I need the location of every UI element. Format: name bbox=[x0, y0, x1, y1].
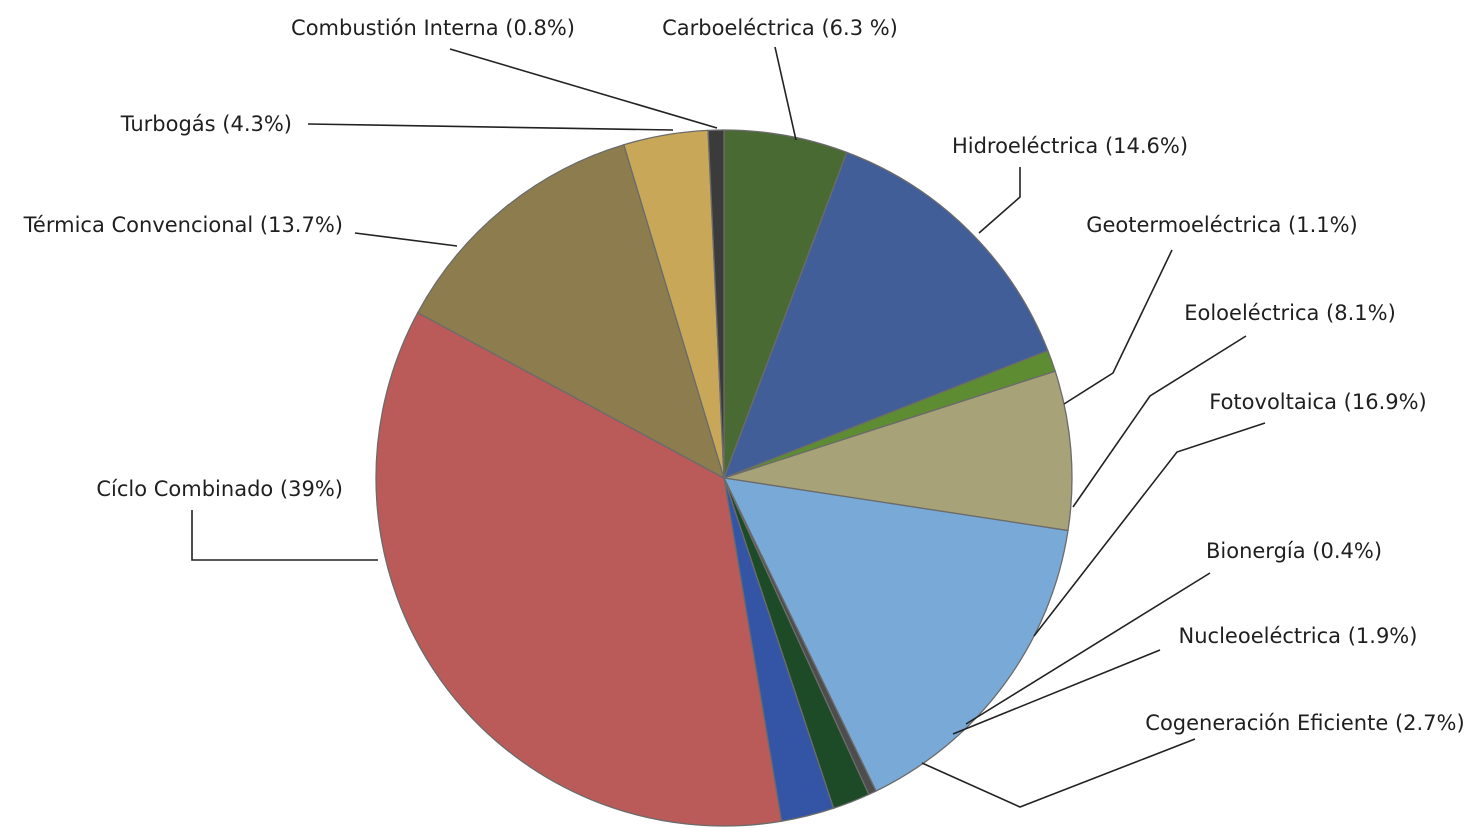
leader-line-nucleoelectrica bbox=[952, 649, 1161, 735]
leader-line-bionergia bbox=[965, 572, 1211, 725]
slice-label-hidroelectrica: Hidroeléctrica (14.6%) bbox=[952, 134, 1188, 158]
slice-label-geotermoelectrica: Geotermoeléctrica (1.1%) bbox=[1086, 213, 1358, 237]
slice-label-combustion-interna: Combustión Interna (0.8%) bbox=[291, 16, 575, 40]
pie-slice-fotovoltaica bbox=[722, 477, 1069, 792]
slice-label-carboelectrica: Carboeléctrica (6.3 %) bbox=[662, 16, 898, 40]
leader-line-geotermoelectrica bbox=[1063, 249, 1173, 405]
leader-line-hidroelectrica bbox=[978, 167, 1021, 234]
leader-line-eoloelectrica bbox=[1072, 335, 1247, 508]
slice-label-ciclo-combinado: Cíclo Combinado (39%) bbox=[96, 477, 343, 501]
pie-slice-carboelectrica bbox=[723, 129, 848, 479]
pie-slice-combustion-interna bbox=[707, 129, 725, 479]
slice-label-cogeneracion-eficiente: Cogeneración Eficiente (2.7%) bbox=[1145, 711, 1464, 735]
slice-label-turbogas: Turbogás (4.3%) bbox=[120, 112, 292, 136]
pie-slices bbox=[375, 129, 1073, 827]
pie-slice-termica-convencional bbox=[416, 143, 726, 480]
slice-label-termica-convencional: Térmica Convencional (13.7%) bbox=[23, 213, 343, 237]
slice-label-nucleoelectrica: Nucleoeléctrica (1.9%) bbox=[1179, 624, 1418, 648]
slice-label-bionergia: Bionergía (0.4%) bbox=[1206, 539, 1382, 563]
leader-line-cogeneracion-eficiente bbox=[921, 738, 1196, 808]
leader-line-fotovoltaica bbox=[1033, 422, 1266, 637]
leader-line-ciclo-combinado bbox=[191, 510, 378, 561]
slice-labels: Carboeléctrica (6.3 %) Hidroeléctrica (14… bbox=[23, 16, 1465, 735]
slice-label-fotovoltaica: Fotovoltaica (16.9%) bbox=[1209, 390, 1427, 414]
leader-line-combustion-interna bbox=[449, 48, 718, 129]
leader-line-turbogas bbox=[307, 123, 674, 131]
leader-line-termica-convencional bbox=[354, 232, 458, 247]
leader-line-carboelectrica bbox=[774, 46, 797, 141]
leader-lines bbox=[191, 46, 1266, 808]
pie-slice-ciclo-combinado bbox=[375, 311, 783, 827]
slice-label-eoloelectrica: Eoloeléctrica (8.1%) bbox=[1184, 301, 1396, 325]
pie-slice-hidroelectrica bbox=[722, 151, 1049, 480]
